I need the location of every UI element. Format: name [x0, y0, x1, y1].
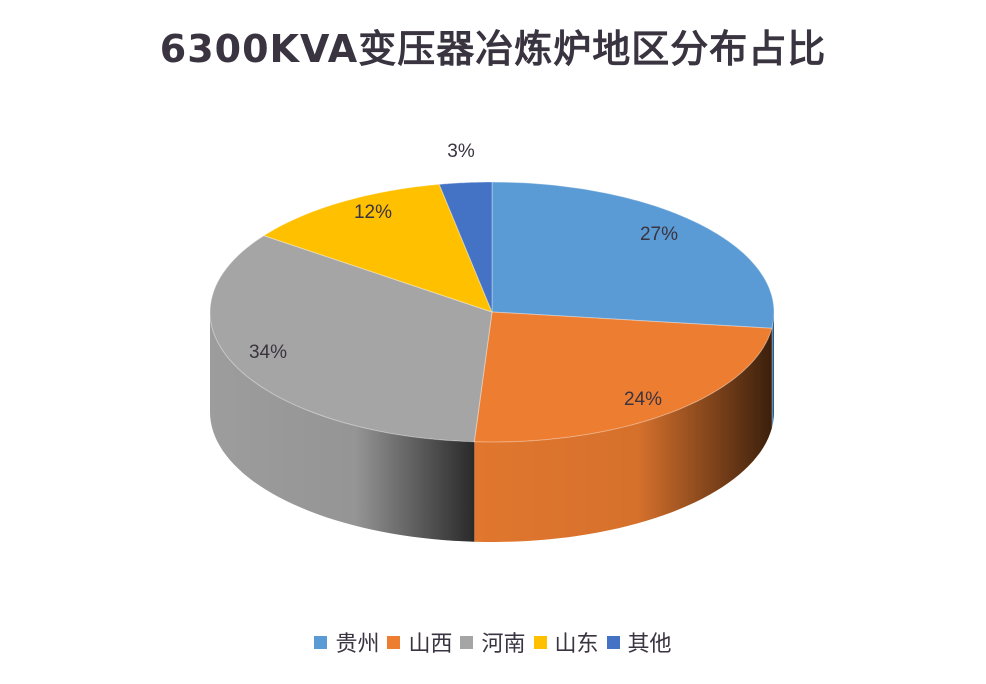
legend-item-shanxi[interactable]: 山西	[387, 626, 452, 658]
data-label: 12%	[354, 202, 392, 223]
pie-slice-山东[interactable]	[262, 183, 493, 313]
pie-slice-河南[interactable]	[209, 235, 493, 443]
side-shade	[474, 328, 772, 542]
legend-swatch	[533, 635, 547, 649]
pie-tops	[209, 181, 775, 443]
legend-label: 河南	[481, 632, 526, 657]
side-shade	[771, 312, 774, 429]
pie-labels: 27% 24% 34% 12% 3%	[249, 141, 678, 410]
pie-sides	[210, 312, 774, 542]
legend-swatch	[387, 635, 401, 649]
data-label: 34%	[249, 342, 287, 363]
legend-label: 贵州	[335, 632, 380, 657]
data-label: 3%	[447, 141, 475, 162]
data-label: 27%	[640, 224, 678, 245]
legend: 贵州 山西 河南 山东 其他	[0, 626, 986, 658]
legend-item-shandong[interactable]: 山东	[533, 626, 599, 658]
legend-item-henan[interactable]: 河南	[460, 626, 526, 658]
legend-label: 山西	[408, 632, 453, 657]
legend-label: 山东	[554, 632, 599, 657]
legend-item-guizhou[interactable]: 贵州	[314, 626, 379, 658]
pie-slice-贵州[interactable]	[491, 181, 775, 329]
pie-slice-其他[interactable]	[438, 181, 493, 313]
legend-label: 其他	[627, 632, 672, 657]
legend-swatch	[460, 635, 474, 649]
chart-title: 6300KVA变压器冶炼炉地区分布占比	[159, 27, 827, 71]
legend-item-other[interactable]: 其他	[606, 626, 672, 658]
side-shade	[210, 312, 475, 542]
legend-swatch	[314, 635, 328, 649]
data-label: 24%	[624, 389, 662, 410]
pie-slice-山西[interactable]	[473, 311, 773, 443]
legend-swatch	[606, 635, 620, 649]
